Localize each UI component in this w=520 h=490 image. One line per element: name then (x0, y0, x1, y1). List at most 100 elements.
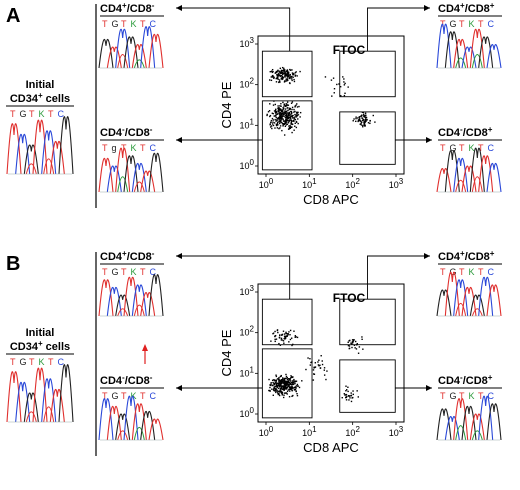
event-dot (275, 116, 277, 119)
event-dot (289, 386, 291, 388)
event-dot (279, 81, 281, 83)
event-dot (336, 83, 338, 86)
event-dot (274, 382, 277, 384)
event-dot (279, 344, 282, 346)
arrow-to-top-left (176, 7, 291, 52)
event-dot (283, 388, 285, 390)
event-dot (280, 381, 282, 383)
event-dot (344, 82, 346, 85)
event-dot (281, 78, 284, 80)
event-dot (361, 121, 363, 123)
event-dot (275, 374, 277, 376)
event-dot (272, 389, 275, 391)
initial-cd34-label: CD34+ cells (10, 91, 70, 106)
trace-peak (32, 367, 48, 423)
trace-peak (115, 294, 131, 317)
event-dot (283, 333, 286, 335)
event-dot (289, 338, 292, 341)
event-dot (276, 329, 279, 332)
event-dot (297, 118, 299, 120)
event-dot (277, 107, 279, 109)
event-dot (289, 74, 291, 76)
event-dot (276, 123, 279, 125)
sample-tr-sequence-letter: T (478, 19, 484, 29)
event-dot (273, 76, 275, 79)
event-dot (276, 127, 279, 129)
event-dot (286, 384, 288, 386)
event-dot (280, 387, 282, 389)
event-dot (286, 78, 288, 80)
event-dot (286, 73, 289, 75)
event-dot (275, 381, 277, 383)
event-dot (292, 119, 295, 122)
event-dot (268, 109, 271, 112)
event-dot (295, 390, 297, 392)
event-dot (309, 364, 312, 366)
event-dot (293, 118, 296, 120)
event-dot (294, 113, 296, 116)
event-dot (285, 111, 287, 113)
event-dot (292, 120, 294, 122)
event-dot (347, 386, 349, 388)
event-dot (294, 382, 296, 385)
trace-peak (478, 36, 494, 69)
event-dot (283, 81, 286, 83)
initial-label: Initial (26, 79, 55, 91)
event-dot (272, 332, 275, 334)
event-dot (280, 69, 283, 72)
sample-tr-sequence-letter: C (488, 19, 495, 29)
event-dot (291, 108, 293, 111)
x-tick-label: 103 (389, 177, 404, 191)
event-dot (285, 382, 288, 384)
event-dot (284, 382, 287, 384)
sample-br-sequence-letter: T (440, 391, 446, 401)
event-dot (274, 388, 277, 390)
event-dot (272, 384, 274, 386)
event-dot (276, 74, 278, 76)
event-dot (287, 378, 290, 380)
event-dot (278, 376, 280, 379)
event-dot (292, 117, 294, 119)
event-dot (284, 384, 286, 386)
event-dot (358, 116, 361, 118)
event-dot (287, 113, 290, 116)
y-tick-label: 100 (240, 158, 255, 172)
event-dot (278, 81, 280, 84)
event-dot (284, 110, 286, 112)
event-dot (287, 117, 289, 120)
event-dot (282, 330, 285, 332)
event-dot (279, 117, 281, 120)
event-dot (288, 378, 291, 380)
event-dot (278, 79, 281, 81)
event-dot (350, 392, 352, 394)
event-dot (280, 110, 283, 113)
event-dot (281, 66, 284, 69)
event-dot (275, 114, 277, 117)
event-dot (298, 386, 301, 389)
event-dot (266, 113, 268, 116)
event-dot (267, 111, 270, 113)
event-dot (367, 122, 370, 124)
event-dot (366, 119, 368, 121)
arrow-to-bottom-left-head (176, 385, 182, 391)
event-dot (294, 388, 297, 391)
event-dot (281, 339, 283, 341)
event-dot (269, 70, 271, 73)
event-dot (270, 119, 273, 122)
event-dot (369, 122, 371, 125)
x-axis-label: CD8 APC (303, 440, 359, 455)
event-dot (356, 390, 358, 392)
event-dot (354, 340, 357, 343)
event-dot (354, 347, 356, 349)
event-dot (283, 335, 286, 337)
sample-br-sequence-letter: T (478, 391, 484, 401)
event-dot (279, 125, 282, 127)
event-dot (278, 394, 281, 397)
event-dot (290, 381, 293, 384)
event-dot (291, 376, 294, 379)
trace-peak (98, 39, 114, 69)
trace-peak (436, 289, 452, 317)
